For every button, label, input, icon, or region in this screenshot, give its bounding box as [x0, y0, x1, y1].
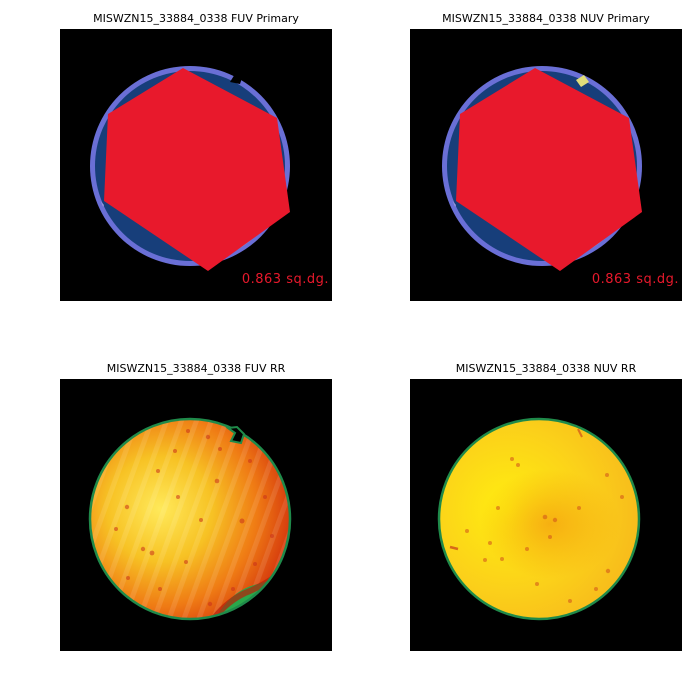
- nuv-rr-image: [437, 417, 641, 621]
- panel-title-nuv-rr: MISWZN15_33884_0338 NUV RR: [455, 362, 637, 375]
- panel-title-nuv-primary: MISWZN15_33884_0338 NUV Primary: [442, 12, 650, 25]
- area-label: 0.863 sq.dg.: [591, 272, 679, 287]
- panel-nuv-primary: 0.863 sq.dg.: [410, 29, 682, 301]
- panel-title-fuv-primary: MISWZN15_33884_0338 FUV Primary: [93, 12, 299, 25]
- rr-border: [437, 417, 641, 621]
- rr-border: [88, 417, 292, 621]
- panel-fuv-rr: [60, 379, 332, 651]
- bright-source-marker: [576, 75, 589, 87]
- panel-nuv-rr: [410, 379, 682, 651]
- nuv-primary-image: [442, 66, 642, 271]
- detector-notch: [225, 425, 246, 445]
- panel-title-fuv-rr: MISWZN15_33884_0338 FUV RR: [106, 362, 286, 375]
- fuv-rr-image: [88, 417, 292, 621]
- primary-hexagon: [104, 68, 290, 271]
- panel-fuv-primary: 0.863 sq.dg.: [60, 29, 332, 301]
- primary-hexagon: [456, 68, 642, 271]
- detector-notch: [228, 67, 243, 84]
- area-label: 0.863 sq.dg.: [241, 272, 329, 287]
- fuv-primary-image: [90, 66, 290, 271]
